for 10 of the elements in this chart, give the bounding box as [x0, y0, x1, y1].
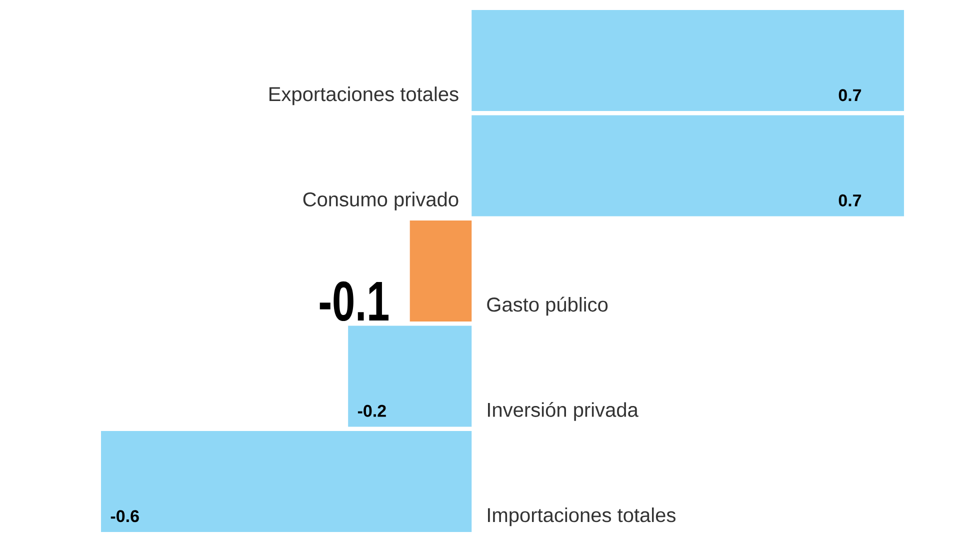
y-tick-label: Gasto público: [487, 296, 608, 316]
data-label: 0.7: [838, 194, 862, 206]
data-label: -0.2: [358, 404, 386, 417]
y-tick-label: Importaciones totales: [488, 508, 676, 526]
y-tick-label: Exportaciones totales: [270, 86, 458, 106]
data-label: -0.6: [110, 510, 139, 522]
y-tick-label: Consumo privado: [303, 192, 458, 210]
y-tick-label: Inversión privada: [488, 402, 638, 421]
data-label: 0.7: [838, 89, 862, 102]
data-label: -0.1: [320, 281, 388, 322]
